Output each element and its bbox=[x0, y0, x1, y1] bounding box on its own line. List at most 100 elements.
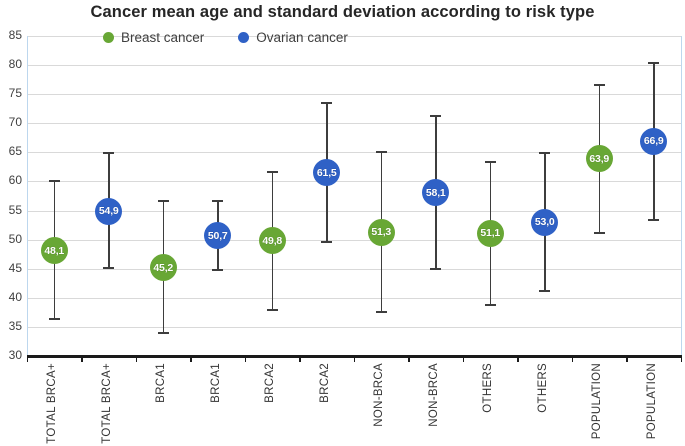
data-point-bubble: 45,2 bbox=[149, 254, 177, 282]
x-axis-tick bbox=[244, 355, 246, 362]
x-axis-tick bbox=[135, 355, 137, 362]
data-point-label: 54,9 bbox=[98, 205, 119, 218]
error-bar-bottom-cap bbox=[266, 309, 278, 312]
x-tick-label: BRCA2 bbox=[318, 363, 331, 403]
error-bar-top-cap bbox=[266, 170, 278, 173]
data-point-label: 58,1 bbox=[425, 186, 446, 199]
x-tick-label: BRCA2 bbox=[264, 363, 277, 403]
legend-label: Breast cancer bbox=[121, 30, 205, 45]
error-bar-bottom-cap bbox=[593, 231, 605, 234]
error-bar-top-cap bbox=[648, 61, 660, 64]
y-tick-label: 70 bbox=[8, 115, 22, 130]
y-tick-label: 65 bbox=[8, 144, 22, 159]
x-axis-tick bbox=[626, 355, 628, 362]
error-bar-bottom-cap bbox=[321, 240, 333, 243]
legend-label: Ovarian cancer bbox=[256, 30, 348, 45]
data-point-label: 51,3 bbox=[371, 226, 392, 239]
x-axis-tick bbox=[190, 355, 192, 362]
error-bar-top-cap bbox=[157, 200, 169, 203]
error-bar-bottom-cap bbox=[484, 303, 496, 306]
data-point-label: 48,1 bbox=[44, 244, 65, 257]
x-tick-label: POPULATION bbox=[645, 363, 658, 440]
x-axis-tick bbox=[517, 355, 519, 362]
x-axis-tick bbox=[26, 355, 28, 362]
gridline bbox=[27, 36, 681, 37]
data-point-bubble: 63,9 bbox=[585, 145, 613, 173]
x-tick-label: BRCA1 bbox=[155, 363, 168, 403]
plot-left-border bbox=[27, 36, 28, 356]
error-bar-bottom-cap bbox=[648, 218, 660, 221]
error-bar-top-cap bbox=[430, 115, 442, 118]
y-tick-label: 30 bbox=[8, 348, 22, 362]
data-point-label: 66,9 bbox=[643, 135, 664, 148]
x-axis-tick bbox=[462, 355, 464, 362]
x-axis-tick bbox=[571, 355, 573, 362]
data-point-label: 61,5 bbox=[316, 166, 337, 179]
y-tick-label: 60 bbox=[8, 173, 22, 188]
data-point-bubble: 51,3 bbox=[367, 218, 395, 246]
ovarian-cancer-dot-icon bbox=[238, 32, 250, 43]
gridline bbox=[27, 123, 681, 125]
plot-right-border bbox=[681, 36, 682, 356]
gridline bbox=[27, 297, 681, 299]
error-bar-bottom-cap bbox=[212, 269, 224, 272]
x-tick-label: NON-BRCA bbox=[427, 363, 440, 427]
data-point-bubble: 51,1 bbox=[476, 219, 504, 247]
y-tick-label: 55 bbox=[8, 202, 22, 217]
chart-title: Cancer mean age and standard deviation a… bbox=[90, 3, 595, 21]
y-tick-label: 80 bbox=[8, 57, 22, 72]
error-bar-bottom-cap bbox=[430, 267, 442, 270]
x-tick-label: NON-BRCA bbox=[373, 363, 386, 427]
y-tick-label: 75 bbox=[8, 86, 22, 101]
error-bar-top-cap bbox=[484, 160, 496, 163]
x-axis-tick bbox=[299, 355, 301, 362]
error-bar-bottom-cap bbox=[157, 332, 169, 335]
x-tick-label: POPULATION bbox=[591, 363, 604, 440]
data-point-label: 51,1 bbox=[480, 227, 501, 240]
gridline bbox=[27, 152, 681, 154]
x-tick-label: OTHERS bbox=[482, 363, 495, 413]
x-axis-tick bbox=[81, 355, 83, 362]
y-tick-label: 45 bbox=[8, 260, 22, 275]
y-tick-label: 35 bbox=[8, 318, 22, 333]
gridline bbox=[27, 210, 681, 212]
data-point-bubble: 54,9 bbox=[95, 197, 123, 225]
legend: Breast cancer Ovarian cancer bbox=[103, 30, 348, 45]
data-point-bubble: 58,1 bbox=[422, 179, 450, 206]
gridline bbox=[27, 268, 681, 270]
y-tick-label: 85 bbox=[8, 28, 22, 42]
x-axis-tick bbox=[680, 355, 682, 362]
error-bar-top-cap bbox=[212, 199, 224, 202]
x-tick-label: TOTAL BRCA+ bbox=[46, 363, 59, 444]
data-point-label: 50,7 bbox=[207, 229, 228, 242]
legend-item-ovarian-cancer: Ovarian cancer bbox=[238, 30, 348, 45]
error-bar-top-cap bbox=[539, 151, 551, 154]
gridline bbox=[27, 239, 681, 241]
gridline bbox=[27, 65, 681, 67]
error-bar-bottom-cap bbox=[103, 266, 115, 269]
y-tick-label: 40 bbox=[8, 289, 22, 304]
data-point-bubble: 49,8 bbox=[258, 227, 286, 255]
data-point-bubble: 53,0 bbox=[531, 208, 559, 236]
data-point-bubble: 61,5 bbox=[313, 159, 341, 187]
x-tick-label: TOTAL BRCA+ bbox=[100, 363, 113, 444]
gridline bbox=[27, 181, 681, 183]
legend-item-breast-cancer: Breast cancer bbox=[103, 30, 204, 45]
breast-cancer-dot-icon bbox=[103, 32, 114, 43]
x-tick-label: BRCA1 bbox=[209, 363, 222, 403]
error-bar-top-cap bbox=[321, 102, 333, 105]
data-point-label: 53,0 bbox=[534, 216, 555, 229]
error-bar-top-cap bbox=[103, 151, 115, 154]
error-bar-bottom-cap bbox=[539, 289, 551, 292]
data-point-label: 45,2 bbox=[153, 261, 174, 274]
data-point-bubble: 48,1 bbox=[40, 237, 68, 265]
data-point-label: 49,8 bbox=[262, 234, 283, 247]
x-axis-tick bbox=[408, 355, 410, 362]
gridline bbox=[27, 94, 681, 96]
error-bar-bottom-cap bbox=[48, 317, 60, 320]
y-tick-label: 50 bbox=[8, 231, 22, 246]
x-tick-label: OTHERS bbox=[536, 363, 549, 413]
error-bar-top-cap bbox=[593, 83, 605, 86]
error-bar-top-cap bbox=[375, 151, 387, 154]
